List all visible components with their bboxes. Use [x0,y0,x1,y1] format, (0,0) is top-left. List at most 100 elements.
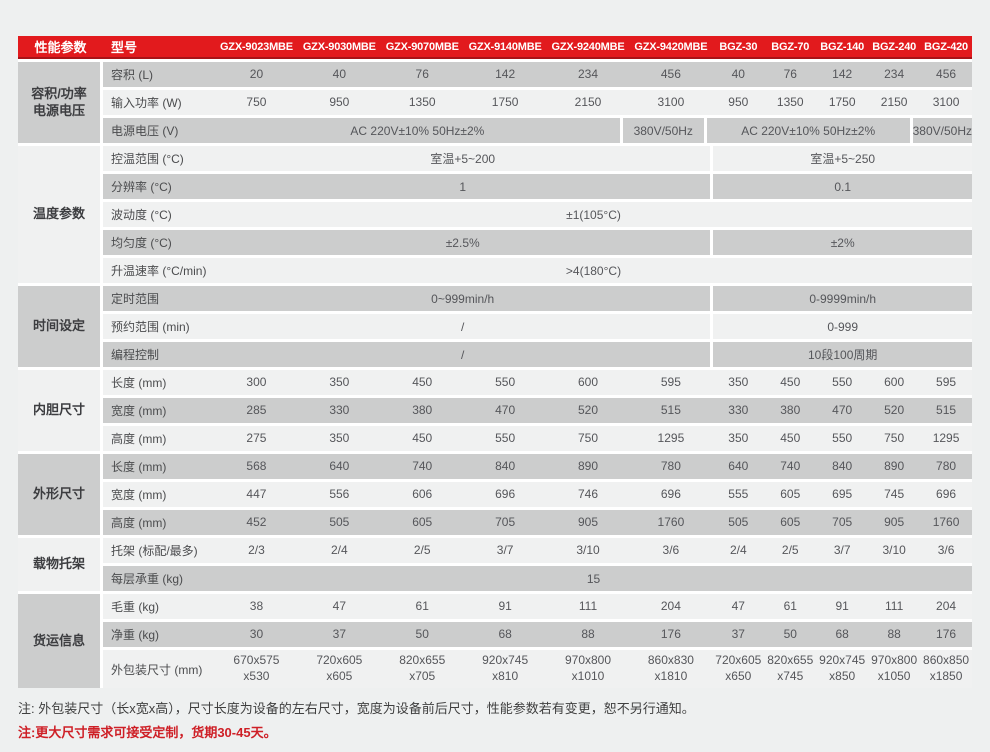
value-cell: 905 [884,514,905,529]
value-cell: 176 [936,626,957,641]
model-column-header: GZX-9420MBE [634,40,708,53]
row-label: 升温速率 (°C/min) [103,258,215,283]
value-cell: 595 [936,374,957,389]
model-column-header: GZX-9240MBE [551,40,625,53]
group-label: 货运信息 [18,594,100,688]
spec-row: 长度 (mm) 568 640 740 840 890 780 640 740 840 890 780 [103,454,972,479]
value-cell: 1750 [491,94,519,109]
value-cell: 905 [577,514,599,529]
value-slots: 447 556 606 696 746 696 555 605 695 745 696 [215,482,972,507]
value-slots: 568 640 740 840 890 780 640 740 840 890 780 [215,454,972,479]
value-band: 447 556 606 696 746 696 555 605 695 745 696 [215,482,972,507]
value-cell: 970x800 x1050 [871,653,918,683]
value-cell: 520 [577,402,599,417]
value-cell: 1350 [776,94,804,109]
value-cell: 2/5 [413,542,431,557]
row-cells: 300 350 450 550 600 595 350 450 550 600 595 [215,370,972,395]
value-cell: 780 [660,458,681,473]
value-cell: 285 [246,402,267,417]
spec-row: 长度 (mm) 300 350 450 550 600 595 350 450 550 600 595 [103,370,972,395]
value-cell: 47 [332,598,347,613]
value-cell: 3/7 [833,542,851,557]
spec-cell: 0~999min/h [215,286,711,311]
header-model-label: 型号 [111,40,138,55]
value-cell: 3/7 [496,542,514,557]
value-cell: 750 [246,94,267,109]
value-cell: 30 [249,626,264,641]
row-cells: 1 0.1 [215,174,972,199]
value-cell: 470 [495,402,516,417]
value-cell: 450 [412,374,433,389]
value-cell: 50 [783,626,797,641]
value-cell: 740 [412,458,433,473]
value-cell: 452 [246,514,267,529]
model-column-header: BGZ-240 [872,40,917,53]
spec-row: 输入功率 (W) 750 950 1350 1750 2150 3100 950 1350 175… [103,90,972,115]
value-cell: 950 [728,94,749,109]
row-cells: ±2.5% ±2% [215,230,972,255]
row-label: 高度 (mm) [103,426,215,451]
value-slots: 670x575 x530 720x605 x605 820x655 x705 920x… [215,650,972,688]
footnotes: 注: 外包装尺寸（长x宽x高），尺寸长度为设备的左右尺寸，宽度为设备前后尺寸，性… [18,688,972,742]
value-cell: 50 [415,626,429,641]
value-cell: 350 [728,374,749,389]
row-label: 高度 (mm) [103,510,215,535]
row-cells: >4(180°C) [215,258,972,283]
value-cell: 380 [780,402,801,417]
group-rows: 长度 (mm) 300 350 450 550 600 595 350 450 550 600 595… [103,370,972,451]
spec-row: 外包装尺寸 (mm) 670x575 x530 720x605 x605 820x65… [103,650,972,688]
value-cell: 61 [415,598,429,613]
value-cell: 890 [884,458,905,473]
group-label: 容积/功率 电源电压 [18,62,100,143]
spec-cell: 1 [215,174,711,199]
value-cell: 550 [495,430,516,445]
table-header-row: 性能参数 型号 GZX-9023MBE GZX-9030MBE GZX-9070MB… [18,36,972,59]
value-cell: 840 [832,458,853,473]
row-cells: 30 37 50 68 88 176 37 50 68 88 176 [215,622,972,647]
value-cell: 860x830 x1810 [647,653,694,683]
value-cell: 456 [936,66,957,81]
group-rows: 容积 (L) 20 40 76 142 234 456 40 76 142 234 456 输入功率 (… [103,62,972,143]
value-cell: 505 [728,514,749,529]
spec-row: 升温速率 (°C/min) >4(180°C) [103,258,972,283]
value-cell: 204 [936,598,957,613]
row-label: 毛重 (kg) [103,594,215,619]
value-cell: 920x745 x850 [819,653,866,683]
spec-row: 容积 (L) 20 40 76 142 234 456 40 76 142 234 456 [103,62,972,87]
value-cell: 605 [412,514,433,529]
value-cell: 640 [728,458,749,473]
spec-cell: / [215,342,711,367]
value-cell: 670x575 x530 [233,653,280,683]
value-band: 285 330 380 470 520 515 330 380 470 520 515 [215,398,972,423]
value-cell: 705 [495,514,516,529]
value-cell: 920x745 x810 [482,653,529,683]
group-rows: 托架 (标配/最多) 2/3 2/4 2/5 3/7 3/10 3/6 2/4 2/5 3/7 3/… [103,538,972,591]
value-cell: 696 [660,486,681,501]
row-cells: 452 505 605 705 905 1760 505 605 705 905 1760 [215,510,972,535]
value-cell: 696 [936,486,957,501]
spec-row: 毛重 (kg) 38 47 61 91 111 204 47 61 91 111 204 [103,594,972,619]
value-band: 670x575 x530 720x605 x605 820x655 x705 920x… [215,650,972,688]
row-label: 均匀度 (°C) [103,230,215,255]
value-cell: 380 [412,402,433,417]
row-cells: 0~999min/h 0-9999min/h [215,286,972,311]
value-slots: 30 37 50 68 88 176 37 50 68 88 176 [215,622,972,647]
spec-row: 控温范围 (°C) 室温+5~200 室温+5~250 [103,146,972,171]
spec-cell: 室温+5~200 [215,146,711,171]
spec-cell: 15 [215,566,972,591]
value-cell: 2150 [574,94,602,109]
value-cell: 37 [731,626,745,641]
spec-cell: ±1(105°C) [215,202,972,227]
spec-row: 净重 (kg) 30 37 50 68 88 176 37 50 68 88 176 [103,622,972,647]
value-cell: 780 [936,458,957,473]
value-cell: 820x655 x745 [767,653,814,683]
spec-cell: 室温+5~250 [713,146,972,171]
value-cell: 234 [884,66,905,81]
spec-cell: 0-9999min/h [713,286,972,311]
value-cell: 350 [329,430,350,445]
value-cell: 176 [660,626,681,641]
spec-row: 均匀度 (°C) ±2.5% ±2% [103,230,972,255]
row-cells: 15 [215,566,972,591]
spec-row: 宽度 (mm) 285 330 380 470 520 515 330 380 470 520 515 [103,398,972,423]
